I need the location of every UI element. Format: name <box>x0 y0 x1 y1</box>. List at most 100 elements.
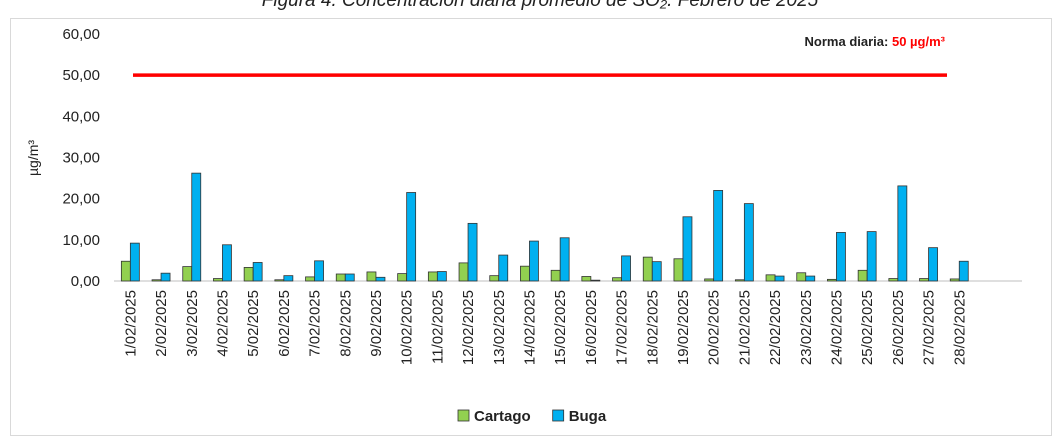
bar <box>743 203 754 282</box>
legend-swatch <box>457 409 470 422</box>
bar <box>765 274 776 282</box>
bar <box>314 260 324 282</box>
bar <box>520 265 530 282</box>
bar <box>489 275 500 282</box>
y-tick-label: 40,00 <box>62 108 100 125</box>
bar <box>213 278 223 282</box>
bar <box>559 237 570 282</box>
bar <box>498 254 509 282</box>
x-tick-label: 8/02/2025 <box>337 290 354 357</box>
x-tick-label: 10/02/2025 <box>399 290 416 365</box>
bar <box>467 222 478 282</box>
bar <box>274 279 285 282</box>
bar <box>458 262 469 282</box>
y-axis-label: µg/m³ <box>25 140 41 176</box>
bar <box>805 275 816 282</box>
x-tick-label: 28/02/2025 <box>951 290 968 365</box>
bar <box>191 172 202 282</box>
bar <box>734 279 745 282</box>
x-tick-label: 5/02/2025 <box>245 290 262 357</box>
bar <box>120 260 131 282</box>
bar <box>222 244 232 282</box>
y-tick-label: 10,00 <box>62 232 100 249</box>
bar <box>651 261 662 282</box>
x-tick-label: 2/02/2025 <box>153 290 170 357</box>
x-tick-label: 14/02/2025 <box>521 290 538 365</box>
bar <box>406 192 417 282</box>
bar <box>252 262 263 282</box>
y-tick-label: 0,00 <box>71 273 100 290</box>
bar <box>682 216 693 282</box>
legend-label: Buga <box>569 408 607 425</box>
bar <box>774 275 785 282</box>
x-tick-label: 4/02/2025 <box>214 290 231 357</box>
bar <box>704 278 715 282</box>
bar <box>673 258 684 282</box>
bar <box>305 276 315 282</box>
x-tick-label: 9/02/2025 <box>368 290 385 357</box>
x-tick-label: 26/02/2025 <box>890 290 907 365</box>
bar <box>949 278 960 282</box>
bar <box>928 247 938 282</box>
x-tick-label: 7/02/2025 <box>307 290 324 357</box>
bar <box>581 276 592 282</box>
y-tick-label: 50,00 <box>62 67 100 84</box>
legend-swatch <box>552 409 565 422</box>
y-tick-label: 30,00 <box>62 150 100 167</box>
x-tick-label: 13/02/2025 <box>491 290 508 365</box>
bar <box>427 271 438 282</box>
x-tick-label: 1/02/2025 <box>122 290 139 357</box>
bar <box>344 273 355 282</box>
bar <box>642 256 653 282</box>
bar <box>151 279 162 282</box>
x-tick-label: 22/02/2025 <box>767 290 784 365</box>
bar <box>958 260 969 282</box>
bar <box>283 275 294 282</box>
bar <box>888 278 899 282</box>
x-tick-label: 23/02/2025 <box>798 290 815 365</box>
bar <box>919 278 929 282</box>
bar <box>590 279 601 282</box>
x-tick-label: 3/02/2025 <box>184 290 201 357</box>
x-tick-label: 16/02/2025 <box>583 290 600 365</box>
x-tick-label: 6/02/2025 <box>276 290 293 357</box>
x-tick-label: 15/02/2025 <box>552 290 569 365</box>
chart-title: Figura 4. Concentración diaria promedio … <box>262 0 819 11</box>
bar <box>243 267 254 282</box>
bar <box>836 232 846 282</box>
y-tick-label: 20,00 <box>62 191 100 208</box>
bar <box>857 269 868 282</box>
bar <box>897 185 908 282</box>
bar <box>612 277 622 282</box>
bar <box>182 266 193 282</box>
x-tick-label: 20/02/2025 <box>706 290 723 365</box>
bar <box>827 278 837 282</box>
bar <box>866 231 877 282</box>
bar <box>713 190 724 282</box>
bar <box>375 276 386 282</box>
x-tick-label: 25/02/2025 <box>859 290 876 365</box>
legend-label: Cartago <box>474 408 531 425</box>
x-tick-label: 17/02/2025 <box>614 290 631 365</box>
bar <box>436 271 447 282</box>
bar <box>397 273 408 282</box>
x-tick-label: 24/02/2025 <box>828 290 845 365</box>
bar <box>550 269 561 282</box>
bar <box>366 271 377 282</box>
x-tick-label: 18/02/2025 <box>644 290 661 365</box>
x-tick-label: 21/02/2025 <box>736 290 753 365</box>
bar <box>160 272 171 282</box>
y-tick-label: 60,00 <box>62 26 100 43</box>
x-tick-label: 12/02/2025 <box>460 290 477 365</box>
bar <box>621 255 631 282</box>
reference-label: 50 µg/m³ <box>892 34 946 49</box>
chart-frame <box>10 18 1052 436</box>
x-tick-label: 27/02/2025 <box>921 290 938 365</box>
bar <box>335 273 346 282</box>
bar <box>796 272 807 282</box>
bar <box>129 242 140 282</box>
reference-prefix: Norma diaria: <box>805 34 889 49</box>
x-tick-label: 11/02/2025 <box>429 290 446 364</box>
bar <box>529 240 539 282</box>
